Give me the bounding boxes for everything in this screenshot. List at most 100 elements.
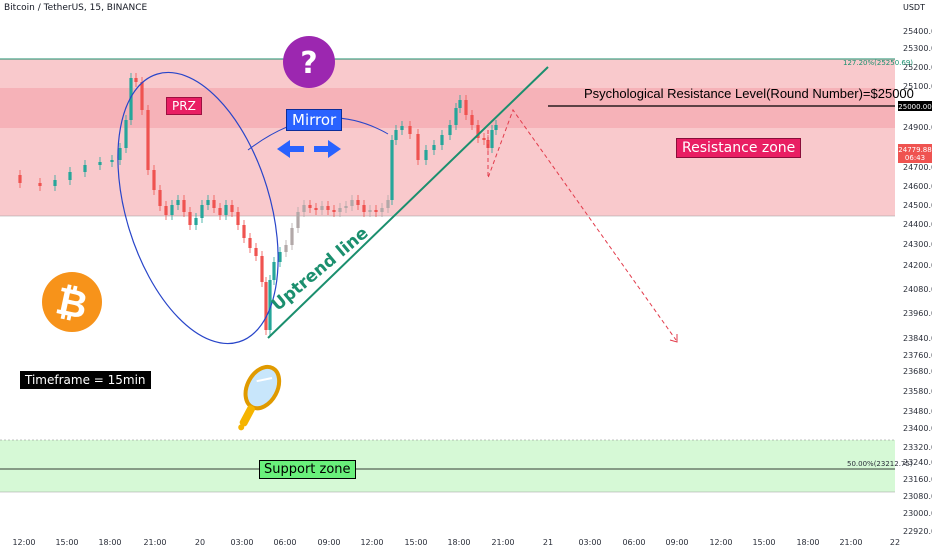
- candle: [124, 120, 128, 148]
- candle: [200, 205, 204, 218]
- y-tick-label: 25100.00: [903, 82, 932, 91]
- candle: [314, 208, 318, 210]
- x-axis[interactable]: 12:00 15:00 18:00 21:00 20 03:00 06:00 09:00 12:…: [12, 538, 900, 547]
- y-tick-label: 23960.00: [903, 309, 932, 318]
- candle: [482, 138, 486, 140]
- candle: [338, 208, 342, 212]
- y-tick-label: 23000.00: [903, 509, 932, 518]
- candle: [110, 160, 114, 162]
- y-tick-label: 25400.00: [903, 27, 932, 36]
- candle: [18, 175, 22, 183]
- candle: [408, 126, 412, 134]
- candle: [146, 110, 150, 170]
- candle: [140, 82, 144, 110]
- x-tick-label: 21: [543, 538, 553, 547]
- y-tick-label: 24200.00: [903, 261, 932, 270]
- candle: [212, 200, 216, 208]
- mirror-label: Mirror: [286, 109, 343, 131]
- candle: [188, 212, 192, 225]
- x-tick-label: 15:00: [55, 538, 78, 547]
- support-zone-label: Support zone: [259, 460, 356, 479]
- candle: [332, 210, 336, 212]
- y-tick-label: 23240.00: [903, 458, 932, 467]
- candle: [218, 208, 222, 215]
- candle: [164, 206, 168, 215]
- candle: [454, 108, 458, 125]
- mirror-icon: [238, 364, 282, 431]
- quote-currency: USDT: [903, 3, 925, 12]
- y-tick-label: 24500.00: [903, 201, 932, 210]
- support-zone-band: [0, 440, 895, 492]
- y-tick-label: 23080.00: [903, 492, 932, 501]
- y-tick-label: 24080.00: [903, 285, 932, 294]
- fib-bottom-label: 50.00%(23212.75): [847, 460, 913, 468]
- candle: [440, 135, 444, 145]
- candle: [260, 256, 264, 282]
- prz-ellipse: [117, 71, 279, 345]
- candle: [264, 282, 268, 330]
- y-tick-label: 23760.00: [903, 351, 932, 360]
- y-tick-label: 25200.00: [903, 63, 932, 72]
- current-price-badge: [898, 144, 932, 163]
- resistance-zone-label: Resistance zone: [676, 138, 802, 158]
- candle: [394, 130, 398, 140]
- x-tick-label: 03:00: [578, 538, 601, 547]
- candle: [494, 125, 498, 130]
- level-25000-value: 25000.00: [898, 103, 931, 111]
- candle: [242, 225, 246, 238]
- candle: [302, 205, 306, 212]
- candle: [278, 252, 282, 262]
- svg-text:?: ?: [300, 46, 317, 81]
- x-tick-label: 18:00: [796, 538, 819, 547]
- candle: [344, 206, 348, 208]
- candle: [400, 126, 404, 130]
- x-tick-label: 20: [195, 538, 205, 547]
- bitcoin-icon: ₿: [42, 272, 102, 332]
- candles: [18, 73, 498, 335]
- candle: [284, 245, 288, 252]
- y-tick-label: 25300.00: [903, 44, 932, 53]
- candle: [320, 206, 324, 210]
- candle: [380, 208, 384, 212]
- candle: [490, 130, 494, 148]
- y-tick-label: 23480.00: [903, 407, 932, 416]
- y-tick-label: 24700.00: [903, 163, 932, 172]
- candle: [248, 238, 252, 248]
- psych-level-label: Psychological Resistance Level(Round Num…: [584, 86, 914, 101]
- x-tick-label: 12:00: [12, 538, 35, 547]
- candle: [254, 248, 258, 256]
- symbol-title[interactable]: Bitcoin / TetherUS, 15, BINANCE: [4, 3, 148, 13]
- candle: [53, 180, 57, 186]
- candle: [129, 78, 133, 120]
- candle: [68, 172, 72, 180]
- candle: [224, 205, 228, 215]
- candle: [83, 165, 87, 172]
- current-price-value: 24779.88: [898, 146, 931, 154]
- x-tick-label: 22: [890, 538, 900, 547]
- candle: [134, 78, 138, 82]
- candle: [424, 150, 428, 160]
- x-tick-label: 12:00: [709, 538, 732, 547]
- y-tick-label: 24300.00: [903, 240, 932, 249]
- level-25000-badge: [898, 101, 932, 111]
- candle: [176, 200, 180, 205]
- y-tick-label: 24400.00: [903, 220, 932, 229]
- candle: [152, 170, 156, 190]
- current-price-countdown: 06:43: [905, 154, 925, 162]
- y-tick-label: 23580.00: [903, 387, 932, 396]
- candle: [236, 212, 240, 225]
- prz-label: PRZ: [166, 97, 202, 115]
- candle: [118, 148, 122, 160]
- arrows-icon: [277, 140, 341, 158]
- x-tick-label: 09:00: [665, 538, 688, 547]
- candle: [326, 206, 330, 210]
- candle: [470, 115, 474, 125]
- candle: [206, 200, 210, 205]
- candle: [98, 162, 102, 165]
- x-tick-label: 18:00: [98, 538, 121, 547]
- candle: [182, 200, 186, 212]
- y-tick-label: 23400.00: [903, 424, 932, 433]
- y-tick-label: 23840.00: [903, 334, 932, 343]
